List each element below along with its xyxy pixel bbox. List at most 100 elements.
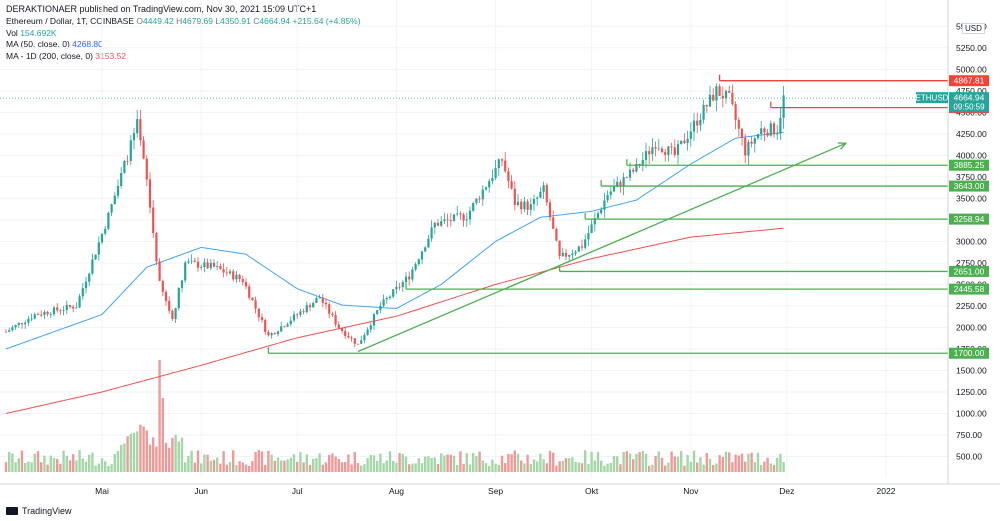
- legend-ma200-row[interactable]: MA - 1D (200, close, 0) 3153.52: [6, 51, 361, 63]
- candle-body: [548, 202, 552, 218]
- candle-body: [148, 179, 152, 208]
- candle-body: [17, 323, 20, 326]
- candle-body: [344, 331, 347, 337]
- candle-body: [107, 212, 110, 229]
- candle-body: [660, 148, 664, 153]
- volume-bar: [100, 458, 104, 472]
- candle-body: [612, 186, 616, 192]
- candle-body: [139, 119, 142, 141]
- volume-bar: [72, 454, 75, 472]
- volume-bar: [747, 453, 750, 472]
- volume-bar: [548, 450, 552, 472]
- candle-body: [632, 169, 635, 172]
- candle-body: [14, 325, 17, 328]
- candle-body: [488, 181, 491, 188]
- volume-bar: [11, 453, 14, 472]
- volume-bar: [683, 465, 686, 472]
- level-price-label[interactable]: 2651.00: [954, 266, 985, 276]
- candle-body: [88, 273, 91, 282]
- volume-bar: [769, 463, 772, 472]
- candle-body: [606, 194, 609, 201]
- volume-bar: [126, 436, 129, 472]
- level-price-label[interactable]: 1700.00: [954, 348, 985, 358]
- candle-body: [366, 329, 369, 336]
- volume-bar: [609, 463, 612, 472]
- level-price-label[interactable]: 3258.94: [954, 214, 985, 224]
- volume-bar: [699, 457, 702, 472]
- volume-bar: [52, 458, 56, 472]
- candle-body: [728, 90, 731, 93]
- tradingview-logo-icon: [6, 507, 18, 515]
- candle-body: [481, 189, 484, 200]
- legend-low: 4350.91: [220, 16, 251, 26]
- candle-body: [302, 311, 305, 313]
- volume-bar: [462, 463, 465, 472]
- candle-body: [529, 204, 532, 210]
- candle-body: [94, 254, 97, 260]
- volume-bar: [324, 462, 328, 472]
- volume-bar: [395, 462, 398, 472]
- candle-body: [190, 260, 193, 262]
- volume-bar: [331, 453, 334, 472]
- candle-body: [664, 152, 667, 155]
- volume-bar: [708, 458, 712, 472]
- level-price-box[interactable]: [949, 265, 989, 277]
- symbol-tag-label[interactable]: ETHUSD: [916, 94, 949, 103]
- level-price-box[interactable]: [949, 180, 989, 192]
- legend-symbol[interactable]: Ethereum / Dollar, 1T, COINBASE: [6, 16, 135, 26]
- candle-body: [376, 310, 379, 315]
- level-price-box[interactable]: [949, 213, 989, 225]
- volume-bar: [478, 451, 481, 472]
- volume-bar: [68, 460, 72, 472]
- candle-body: [766, 132, 769, 136]
- candle-body: [388, 296, 392, 299]
- candle-body: [257, 308, 260, 318]
- level-price-box[interactable]: [949, 75, 989, 87]
- candle-body: [84, 281, 88, 289]
- volume-bar: [136, 431, 139, 472]
- level-price-box[interactable]: [949, 159, 989, 171]
- candle-body: [513, 188, 516, 206]
- volume-bar: [30, 462, 33, 472]
- volume-bar: [59, 463, 62, 472]
- legend-open: 4449.42: [143, 16, 174, 26]
- legend-ma50-row[interactable]: MA (50, close, 0) 4268.80: [6, 39, 361, 51]
- volume-bar: [177, 441, 180, 472]
- candle-body: [740, 128, 744, 138]
- currency-label[interactable]: USD: [962, 23, 985, 34]
- level-price-box[interactable]: [949, 283, 989, 295]
- volume-bar: [497, 464, 500, 472]
- volume-bar: [740, 453, 744, 472]
- volume-bar: [376, 460, 379, 472]
- candle-body: [177, 287, 180, 309]
- volume-bar: [718, 455, 721, 472]
- level-price-label[interactable]: 3643.00: [954, 181, 985, 191]
- x-tick-label: Nov: [683, 486, 699, 496]
- last-price-label[interactable]: 4664.94: [954, 93, 985, 103]
- candle-body: [299, 311, 302, 315]
- candle-body: [753, 138, 756, 144]
- candle-body: [609, 191, 612, 195]
- volume-bar: [574, 461, 577, 472]
- level-price-box[interactable]: [949, 347, 989, 359]
- volume-bar: [203, 454, 206, 472]
- candle-body: [196, 261, 200, 268]
- volume-bar: [142, 426, 145, 472]
- level-price-label[interactable]: 2445.58: [954, 284, 985, 294]
- legend-volume-row[interactable]: Vol 154.692K: [6, 28, 361, 40]
- volume-bar: [686, 454, 689, 472]
- candle-body: [392, 289, 395, 297]
- y-tick-label: 1250.00: [956, 387, 987, 397]
- volume-bar: [641, 451, 644, 472]
- level-price-label[interactable]: 4867.81: [954, 76, 985, 86]
- level-price-label[interactable]: 3885.25: [954, 160, 985, 170]
- candle-body: [616, 181, 619, 187]
- last-price-box[interactable]: [949, 92, 989, 113]
- candle-body: [318, 297, 321, 299]
- volume-bar: [267, 450, 270, 472]
- candle-body: [737, 119, 740, 129]
- symbol-tag-box[interactable]: [916, 92, 948, 104]
- volume-bar: [385, 460, 388, 472]
- volume-bar: [504, 463, 507, 472]
